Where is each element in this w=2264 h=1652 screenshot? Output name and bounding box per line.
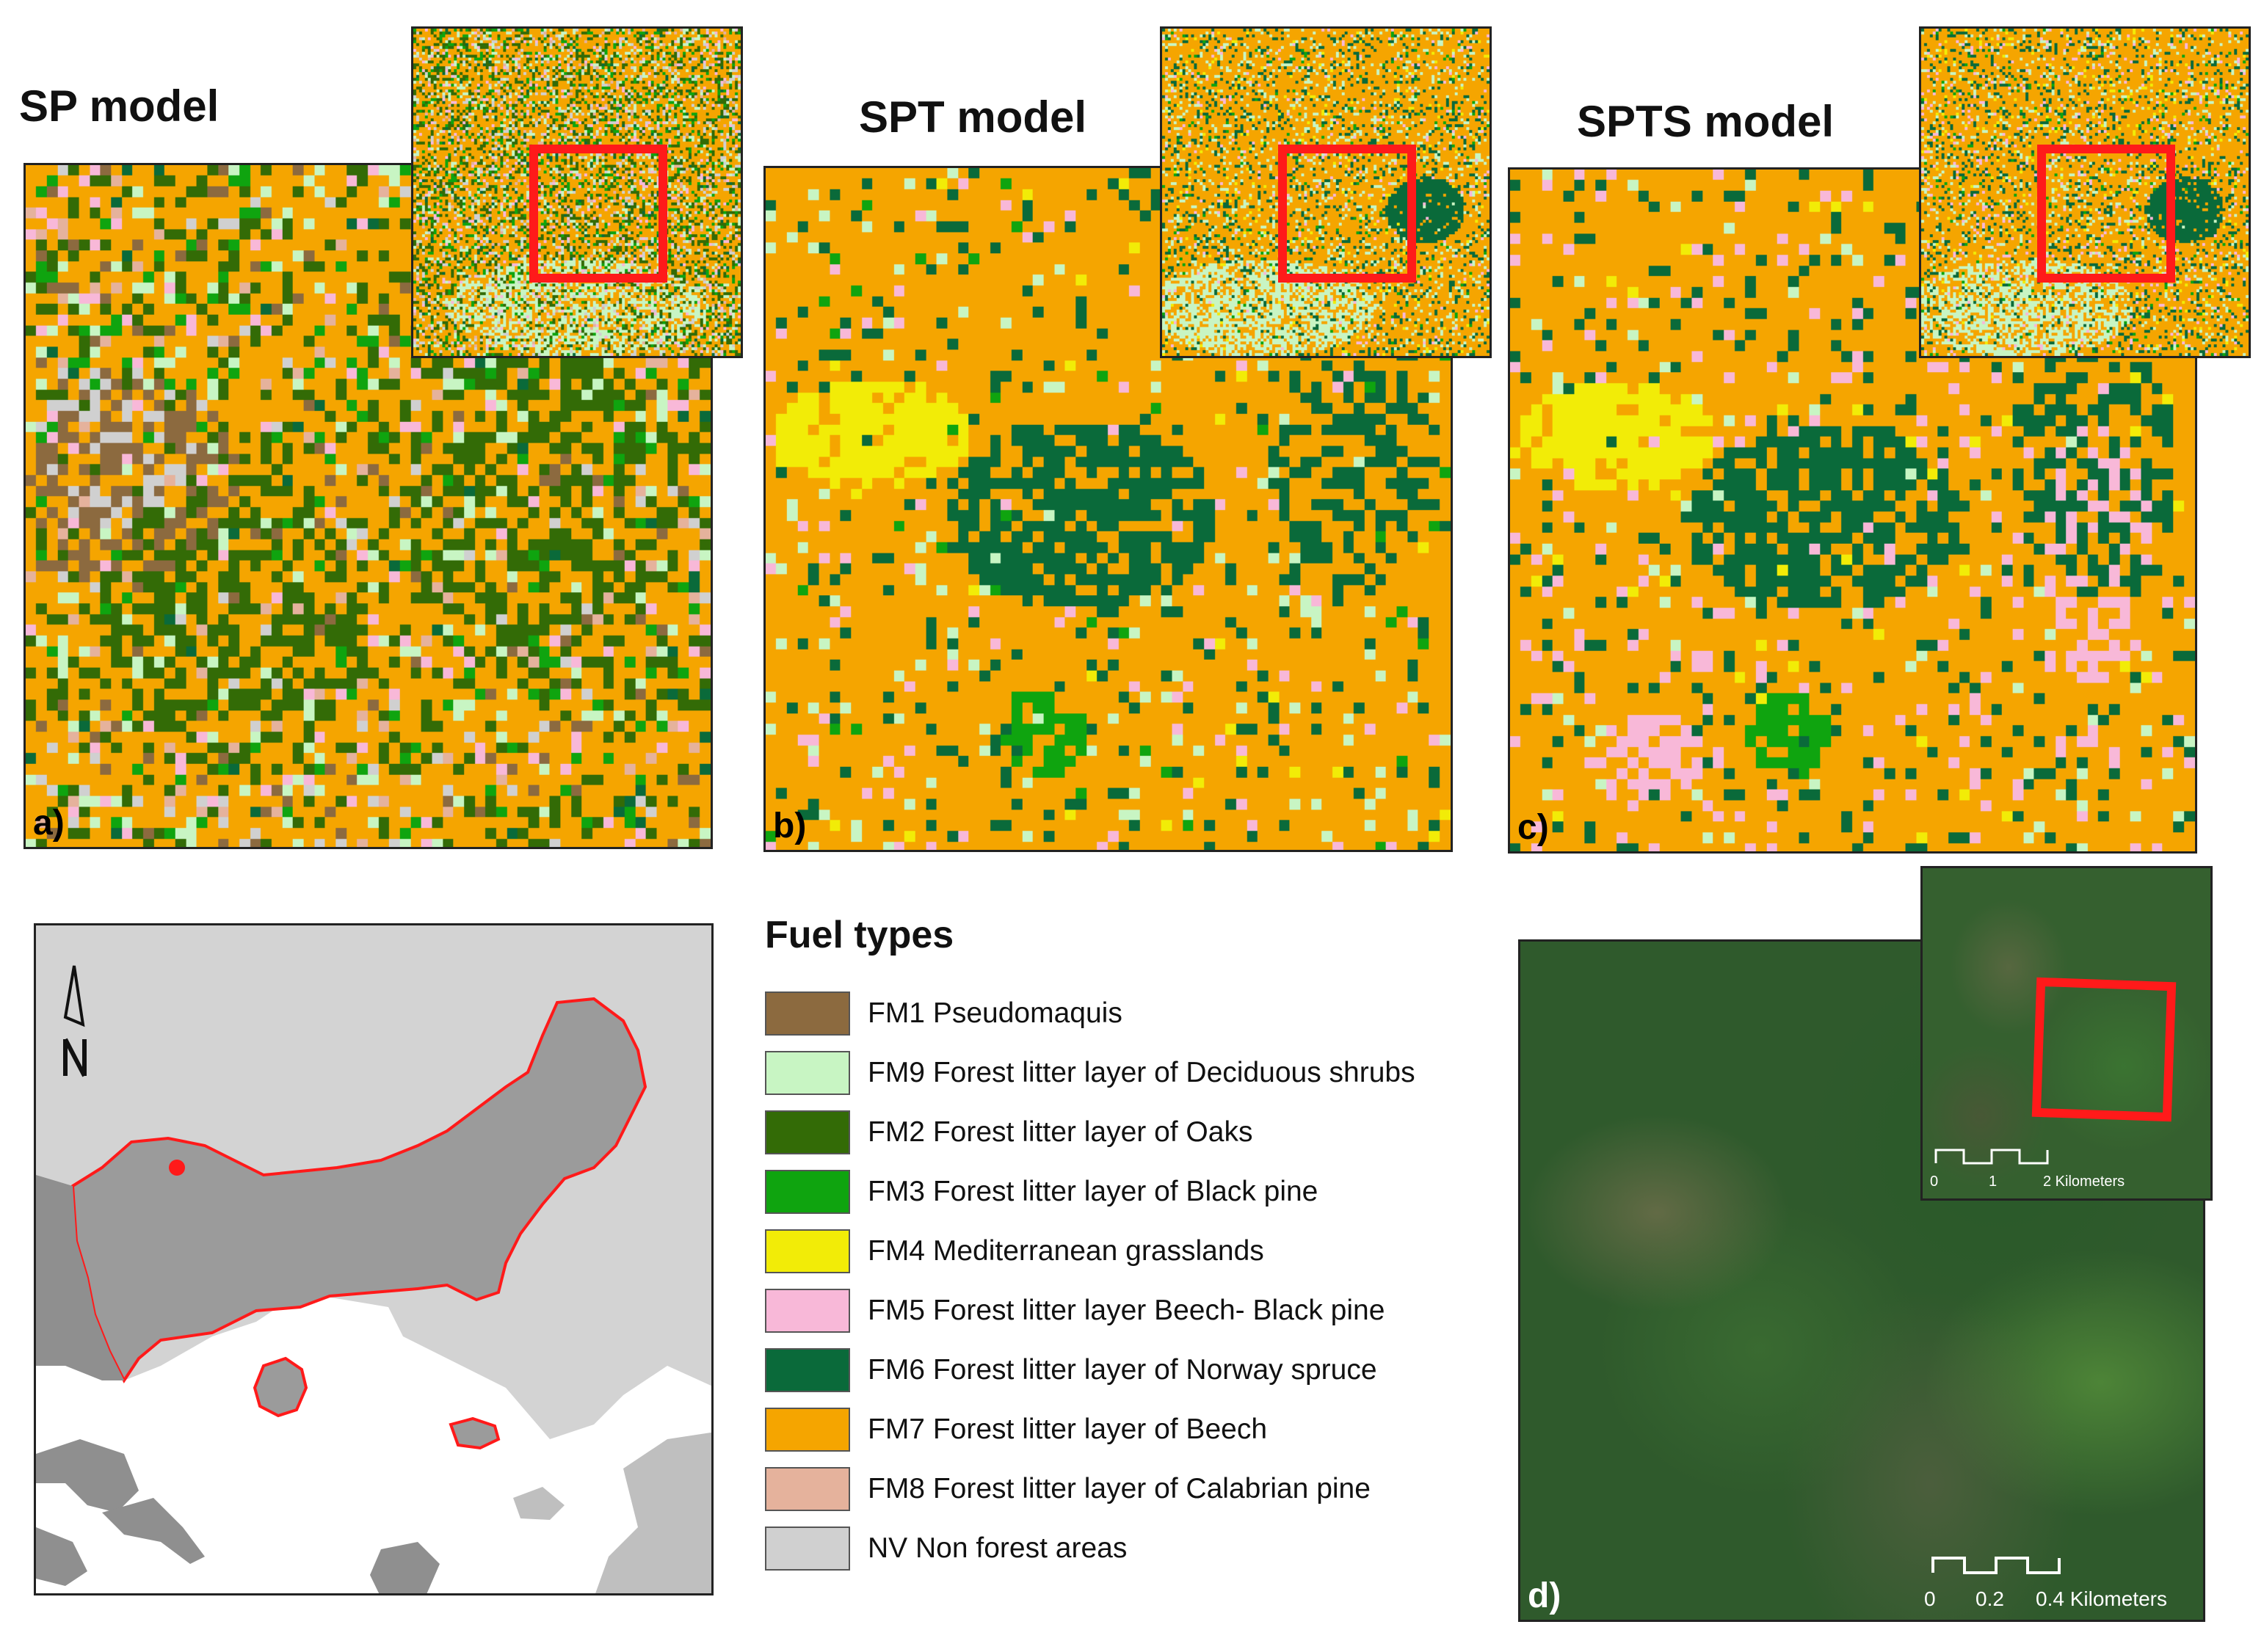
panel-a-title: SP model — [19, 81, 219, 131]
samothrace-island — [449, 1416, 501, 1450]
lemnos — [370, 1542, 440, 1593]
legend-swatch — [765, 1466, 850, 1511]
panel-c-label: c) — [1517, 808, 1549, 847]
panel-b-label: b) — [773, 807, 807, 845]
panel-b-title: SPT model — [859, 92, 1087, 142]
west-land — [36, 1175, 124, 1380]
main-scalebar — [1931, 1557, 2061, 1574]
locator-map — [34, 923, 714, 1595]
north-arrow-icon — [63, 965, 87, 1077]
legend-swatch — [765, 1110, 850, 1154]
legend-swatch — [765, 1347, 850, 1392]
satellite-inset: 0 1 2 Kilometers — [1920, 866, 2213, 1201]
sp-inset-raster — [413, 29, 741, 356]
thassos-island — [253, 1356, 308, 1418]
main-scale-tick-0: 0 — [1924, 1587, 1936, 1610]
locator-map-svg — [36, 925, 711, 1593]
legend-item-fm5: FM5 Forest litter layer Beech- Black pin… — [765, 1281, 1499, 1340]
panel-c-title: SPTS model — [1577, 97, 1835, 146]
legend-swatch — [765, 991, 850, 1036]
spts-inset-raster — [1921, 29, 2249, 356]
legend-label: FM7 Forest litter layer of Beech — [868, 1413, 1268, 1445]
legend-item-fm9: FM9 Forest litter layer of Deciduous shr… — [765, 1043, 1499, 1102]
panel-a-label: a) — [33, 804, 65, 843]
legend-item-fm1: FM1 Pseudomaquis — [765, 983, 1499, 1043]
legend-swatch — [765, 1288, 850, 1333]
thrace-region — [70, 997, 647, 1383]
legend-swatch — [765, 1169, 850, 1214]
legend-item-fm3: FM3 Forest litter layer of Black pine — [765, 1162, 1499, 1221]
panel-d-label: d) — [1528, 1576, 1561, 1615]
spt-model-inset — [1160, 26, 1492, 358]
legend-label: FM2 Forest litter layer of Oaks — [868, 1116, 1253, 1148]
study-site-marker — [169, 1160, 185, 1176]
inset-extent-box — [2031, 977, 2177, 1122]
inset-scale-tick-1: 1 — [1989, 1173, 1998, 1190]
inset-scalebar — [1934, 1149, 2049, 1165]
spt-inset-raster — [1162, 29, 1490, 356]
sp-model-inset — [411, 26, 743, 358]
spts-model-inset — [1919, 26, 2251, 358]
legend-swatch — [765, 1526, 850, 1571]
east-land — [595, 1432, 711, 1593]
legend-item-fm8: FM8 Forest litter layer of Calabrian pin… — [765, 1459, 1499, 1518]
peninsula-1 — [102, 1498, 205, 1564]
peninsula-2 — [36, 1527, 87, 1586]
fuel-type-legend: FM1 Pseudomaquis FM9 Forest litter layer … — [765, 983, 1499, 1578]
legend-item-fm6: FM6 Forest litter layer of Norway spruce — [765, 1340, 1499, 1400]
legend-swatch — [765, 1050, 850, 1095]
inset-extent-box — [2037, 145, 2175, 283]
legend-label: FM9 Forest litter layer of Deciduous shr… — [868, 1056, 1415, 1088]
inset-scale-tick-0: 0 — [1930, 1173, 1939, 1190]
legend-item-nv: NV Non forest areas — [765, 1518, 1499, 1578]
legend-item-fm7: FM7 Forest litter layer of Beech — [765, 1400, 1499, 1459]
legend-label: FM8 Forest litter layer of Calabrian pin… — [868, 1472, 1371, 1504]
legend-label: NV Non forest areas — [868, 1532, 1128, 1564]
legend-item-fm4: FM4 Mediterranean grasslands — [765, 1221, 1499, 1281]
legend-label: FM1 Pseudomaquis — [868, 997, 1122, 1029]
legend-label: FM6 Forest litter layer of Norway spruce — [868, 1353, 1377, 1386]
chalkidiki — [36, 1439, 139, 1513]
legend-swatch — [765, 1407, 850, 1452]
inset-extent-box — [1278, 145, 1416, 283]
main-scale-tick-1: 0.2 — [1975, 1587, 2004, 1610]
legend-item-fm2: FM2 Forest litter layer of Oaks — [765, 1102, 1499, 1162]
legend-label: FM3 Forest litter layer of Black pine — [868, 1175, 1318, 1207]
imbros — [513, 1487, 565, 1520]
legend-swatch — [765, 1229, 850, 1273]
legend-label: FM5 Forest litter layer Beech- Black pin… — [868, 1294, 1385, 1326]
legend-title: Fuel types — [765, 914, 954, 956]
inset-scale-tick-2: 2 Kilometers — [2043, 1173, 2125, 1190]
inset-extent-box — [529, 145, 667, 283]
legend-label: FM4 Mediterranean grasslands — [868, 1234, 1264, 1267]
main-scale-tick-2: 0.4 Kilometers — [2036, 1587, 2167, 1610]
